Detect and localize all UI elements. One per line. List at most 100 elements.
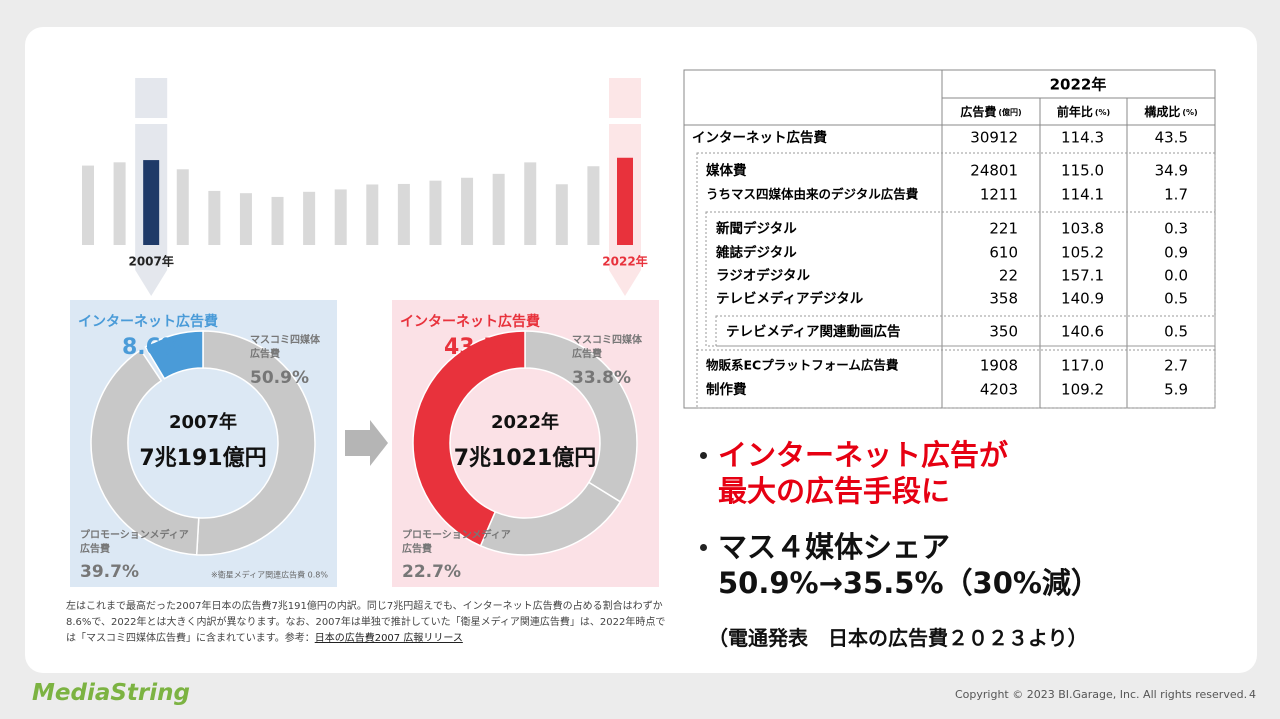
row-value: 114.3	[1061, 129, 1104, 147]
row-name: テレビメディア関連動画広告	[726, 323, 901, 340]
segment-name: インターネット広告費	[400, 313, 540, 330]
header-name: 構成比	[1144, 104, 1180, 119]
row-value: 115.0	[1061, 162, 1104, 180]
bullet-line: 最大の広告手段に	[718, 474, 951, 508]
bullet-line: 50.9%→35.5%（30%減）	[718, 566, 1100, 600]
header-unit: (%)	[1182, 108, 1197, 117]
bullet-dot	[700, 452, 707, 459]
row-value: 350	[989, 323, 1018, 341]
strip	[65, 118, 660, 124]
bar	[524, 162, 537, 245]
row-name: インターネット広告費	[692, 129, 827, 146]
arrow	[345, 420, 388, 466]
row-value: 1211	[980, 186, 1018, 204]
row-value: 358	[989, 290, 1018, 308]
bar	[555, 184, 568, 245]
row-value: 4203	[980, 381, 1018, 399]
bar	[461, 177, 474, 245]
table-header: 広告費 (億円)	[960, 104, 1021, 119]
bar	[143, 160, 160, 245]
segment-name: プロモーションメディア	[402, 528, 511, 541]
segment-name: 広告費	[402, 542, 432, 555]
page-number: 4	[1249, 688, 1256, 701]
donut-center: 7兆191億円	[139, 445, 266, 471]
bullet: マス４媒体シェア 50.9%→35.5%（30%減）	[700, 529, 1100, 601]
row-value: 22	[999, 267, 1018, 285]
segment-name: 広告費	[572, 347, 602, 360]
donut-center: 2007年	[169, 411, 237, 433]
row-name: 物販系ECプラットフォーム広告費	[706, 358, 899, 373]
segment-value: 50.9%	[250, 368, 309, 388]
header-name: 前年比	[1057, 104, 1093, 119]
row-value: 24801	[970, 162, 1018, 180]
footnote: ※衛星メディア関連広告費 0.8%	[211, 570, 328, 580]
note-text: 左はこれまで最高だった2007年日本の広告費7兆191億円の内訳。同じ7兆円超え…	[66, 601, 666, 644]
table-header: 前年比 (%)	[1057, 104, 1110, 119]
row-name: ラジオデジタル	[716, 267, 810, 284]
table-group	[715, 315, 1216, 347]
row-name: 媒体費	[706, 162, 747, 179]
row-value: 0.9	[1164, 244, 1188, 262]
segment-value: 39.7%	[80, 562, 139, 582]
segment-name: 広告費	[250, 347, 280, 360]
bullet-line: インターネット広告が	[718, 438, 1009, 472]
row-value: 2.7	[1164, 357, 1188, 375]
bar	[617, 157, 633, 245]
segment-value: 22.7%	[402, 562, 461, 582]
row-value: 140.9	[1061, 290, 1104, 308]
row-value: 610	[989, 244, 1018, 262]
header-name: 広告費	[960, 104, 996, 119]
note-link[interactable]: 日本の広告費2007 広報リリース	[314, 633, 463, 644]
table-year: 2022年	[1050, 76, 1107, 94]
bullet-line: マス４媒体シェア	[718, 530, 951, 564]
row-value: 109.2	[1061, 381, 1104, 399]
row-value: 5.9	[1164, 381, 1188, 399]
segment-name: マスコミ四媒体	[572, 333, 643, 346]
logo: MediaString	[32, 680, 190, 706]
bar	[239, 193, 252, 245]
highlight-arrow	[135, 270, 168, 296]
bar	[334, 189, 347, 245]
row-name: 新聞デジタル	[716, 220, 797, 237]
segment-name: 広告費	[80, 542, 110, 555]
segment-value: 8.6%	[122, 335, 183, 360]
bar	[271, 196, 284, 245]
row-value: 157.1	[1061, 267, 1104, 285]
note: 左はこれまで最高だった2007年日本の広告費7兆191億円の内訳。同じ7兆円超え…	[66, 599, 666, 647]
row-value: 0.5	[1164, 323, 1188, 341]
row-value: 114.1	[1061, 186, 1104, 204]
row-name: 制作費	[706, 381, 747, 398]
row-value: 34.9	[1155, 162, 1188, 180]
row-name: うちマス四媒体由来のデジタル広告費	[706, 187, 919, 202]
bar	[366, 184, 379, 245]
row-name: 雑誌デジタル	[715, 244, 797, 261]
bullet: インターネット広告が 最大の広告手段に	[700, 437, 1008, 509]
bar-label: 2007年	[128, 254, 173, 269]
segment-name: プロモーションメディア	[80, 528, 189, 541]
segment-value: 33.8%	[572, 368, 631, 388]
bar	[429, 180, 442, 245]
segment-name: マスコミ四媒体	[250, 333, 321, 346]
row-value: 0.5	[1164, 290, 1188, 308]
row-value: 221	[989, 220, 1018, 238]
row-value: 103.8	[1061, 220, 1104, 238]
bar	[113, 162, 126, 245]
donut-segment	[90, 348, 200, 556]
table-group	[705, 211, 1216, 347]
header-unit: (億円)	[998, 107, 1021, 117]
row-value: 30912	[970, 129, 1018, 147]
donut-center: 7兆1021億円	[454, 445, 597, 471]
segment-name: インターネット広告費	[78, 313, 218, 330]
segment-value: 43.5%	[444, 335, 520, 360]
table-header: 構成比 (%)	[1144, 104, 1197, 119]
source: （電通発表 日本の広告費２０２３より）	[708, 626, 1088, 650]
bar-label: 2022年	[602, 254, 647, 269]
bar	[208, 190, 221, 245]
row-value: 140.6	[1061, 323, 1104, 341]
row-value: 0.3	[1164, 220, 1188, 238]
donut-center: 2022年	[491, 411, 559, 433]
row-name: テレビメディアデジタル	[716, 290, 864, 307]
bar	[492, 173, 505, 245]
